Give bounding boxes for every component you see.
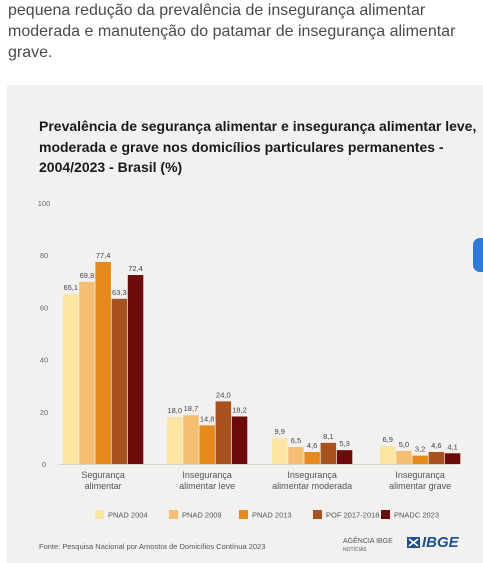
y-tick-label: 40 [40,356,48,365]
agencia-logo-line2: NOTÍCIAS [343,547,367,553]
legend-label: PNAD 2004 [108,511,148,520]
category-label: Insegurança [182,470,232,480]
data-label: 6,5 [291,436,301,445]
legend-label: POF 2017-2018 [326,511,379,520]
category-label: alimentar moderada [272,481,352,491]
data-label: 72,4 [128,264,143,273]
bar [199,425,215,464]
data-label: 18,0 [167,406,182,415]
category-label: alimentar grave [389,481,451,491]
data-label: 4,1 [447,442,457,451]
bar [380,445,396,464]
bar [183,415,199,464]
data-label: 18,2 [232,405,247,414]
chart-title: Prevalência de segurança alimentar e ins… [39,118,477,175]
data-label: 65,1 [63,283,78,292]
data-label: 5,3 [339,439,349,448]
chart-svg: 0 20 40 60 80 100 65,169,8 77,4 63,3 72,4 Seguranç… [38,199,461,520]
legend-label: PNAD 2009 [182,511,222,520]
y-tick-label: 60 [40,303,48,312]
ibge-logo-icon [407,537,420,548]
data-label: 9,9 [275,427,285,436]
agencia-logo-line1: AGÊNCIA IBGE [343,538,393,545]
bar [63,294,79,464]
y-tick-label: 20 [40,408,48,417]
data-label: 63,3 [112,288,127,297]
data-label: 77,4 [96,251,111,260]
y-tick-label: 100 [38,199,51,208]
legend-label: PNADC 2023 [394,511,439,520]
data-label: 14,8 [200,414,215,423]
legend-swatch [95,510,104,519]
legend-swatch [169,510,178,519]
bar [95,261,111,464]
bar [444,453,461,464]
legend-swatch [313,510,322,519]
data-label: 4,6 [307,441,317,450]
y-tick-label: 80 [40,251,48,260]
bar [288,447,304,464]
bar [336,450,353,464]
bar [127,275,144,464]
source-note: Fonte: Pesquisa Nacional por Amostra de … [39,542,266,551]
legend-swatch [381,510,390,519]
bar [167,417,183,464]
category-label: Insegurança [395,470,445,480]
chart-card: Prevalência de segurança alimentar e ins… [7,85,483,563]
data-label: 4,6 [431,441,441,450]
bar [79,281,95,464]
intro-paragraph: pequena redução da prevalência de insegu… [8,2,456,61]
category-label: Segurança [81,470,125,480]
category-label: alimentar [85,481,122,491]
data-label: 8,1 [323,432,333,441]
accessibility-tab[interactable] [473,238,483,272]
ibge-logo: IBGE [422,534,459,551]
data-label: 24,0 [216,390,231,399]
bar [396,450,412,464]
legend-label: PNAD 2013 [252,511,292,520]
bar [111,298,128,464]
data-label: 18,7 [184,404,199,413]
data-label: 5,0 [399,440,409,449]
legend-swatch [239,510,248,519]
bar [320,442,337,464]
y-tick-label: 0 [42,460,46,469]
bar [215,401,232,464]
data-label: 69,8 [80,271,95,280]
data-label: 6,9 [383,435,393,444]
data-label: 3,2 [415,445,425,454]
category-label: alimentar leve [179,481,235,491]
bar [428,451,445,464]
bar [231,416,248,464]
bar [272,438,288,464]
bar [412,455,428,464]
category-label: Insegurança [287,470,337,480]
agencia-ibge-logo: AGÊNCIA IBGE NOTÍCIAS [343,538,393,554]
bar [304,451,320,464]
